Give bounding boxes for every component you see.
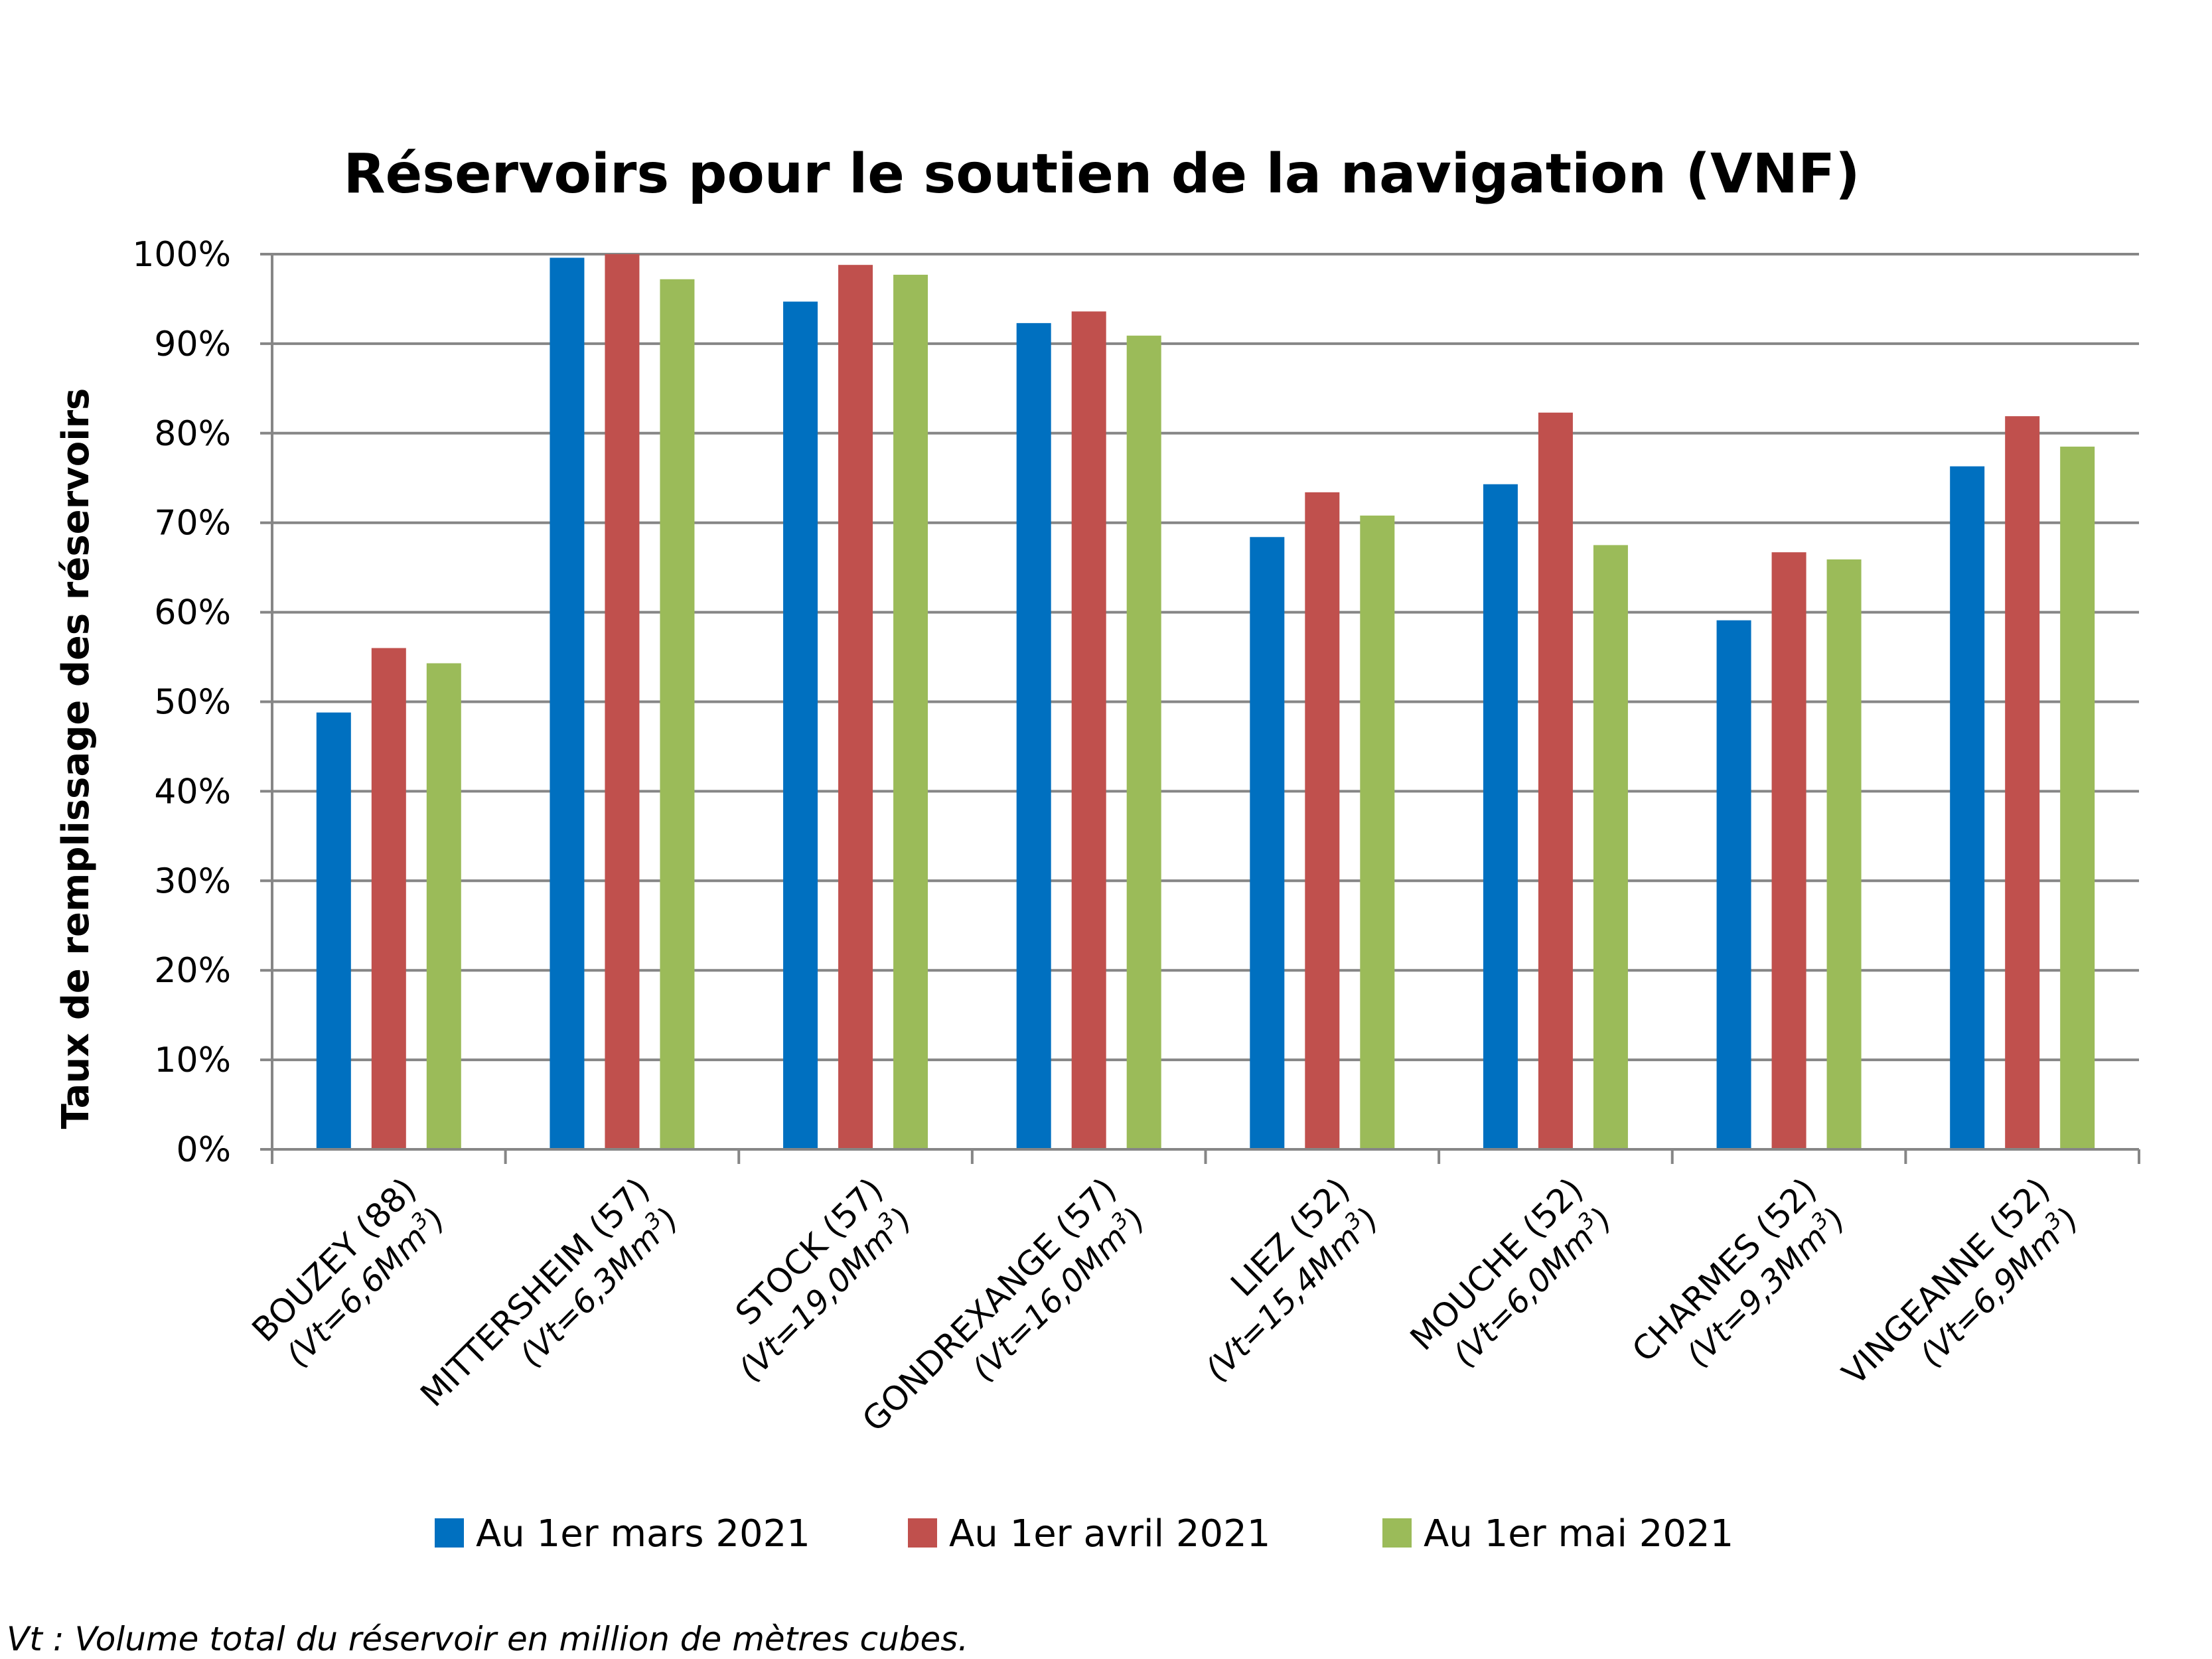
legend-label: Au 1er mai 2021 xyxy=(1424,1512,1733,1555)
y-tick-label: 20% xyxy=(154,951,231,991)
legend-item: Au 1er mars 2021 xyxy=(435,1512,810,1555)
bar-3-4 xyxy=(1126,335,1161,1149)
bar-2-1 xyxy=(371,648,406,1149)
footnote: Vt : Volume total du réservoir en millio… xyxy=(7,1620,968,1658)
y-tick-label: 60% xyxy=(154,593,231,633)
y-tick-label: 100% xyxy=(132,235,231,275)
bar-2-8 xyxy=(2005,416,2040,1150)
bar-1-6 xyxy=(1483,484,1518,1149)
legend-item: Au 1er avril 2021 xyxy=(908,1512,1270,1555)
legend-label: Au 1er mars 2021 xyxy=(476,1512,810,1555)
bar-3-8 xyxy=(2060,447,2095,1150)
bar-1-2 xyxy=(550,257,585,1149)
bar-3-3 xyxy=(893,275,928,1150)
legend-swatch xyxy=(435,1518,464,1548)
y-axis-ticks: 0% 10% 20% 30% 40% 50% 60% 70% 80% 90% 100% xyxy=(132,235,272,1170)
x-category-label: BOUZEY (88)(Vt=6,6Mm3) xyxy=(245,1171,453,1374)
bar-2-4 xyxy=(1071,311,1106,1150)
bar-3-5 xyxy=(1360,515,1395,1149)
bars xyxy=(316,254,2095,1150)
x-category-label: LIEZ (52)(Vt=15,4Mm3) xyxy=(1196,1171,1386,1389)
y-tick-label: 40% xyxy=(154,772,231,812)
y-tick-label: 50% xyxy=(154,683,231,723)
bar-1-5 xyxy=(1250,537,1285,1149)
legend-swatch xyxy=(908,1518,937,1548)
y-tick-label: 10% xyxy=(154,1041,231,1080)
bar-2-2 xyxy=(605,254,640,1149)
bar-1-7 xyxy=(1716,620,1751,1149)
bar-2-3 xyxy=(838,265,873,1149)
x-category-label: MITTERSHEIM (57)(Vt=6,3Mm3) xyxy=(413,1171,686,1415)
bar-3-7 xyxy=(1826,559,1862,1149)
legend-item: Au 1er mai 2021 xyxy=(1382,1512,1733,1555)
bar-2-6 xyxy=(1538,412,1573,1150)
y-tick-label: 70% xyxy=(154,504,231,543)
y-tick-label: 80% xyxy=(154,414,231,454)
y-axis-label: Taux de remplissage des réservoirs xyxy=(54,388,98,1129)
x-category-label: MOUCHE (52)(Vt=6,0Mm3) xyxy=(1403,1171,1619,1374)
x-category-label: CHARMES (52)(Vt=9,3Mm3) xyxy=(1625,1171,1853,1374)
bar-3-6 xyxy=(1593,545,1628,1149)
legend-swatch xyxy=(1382,1518,1412,1548)
bar-1-3 xyxy=(783,301,818,1149)
bar-3-1 xyxy=(426,663,461,1149)
bar-1-1 xyxy=(316,712,351,1149)
legend-label: Au 1er avril 2021 xyxy=(949,1512,1270,1555)
bar-2-5 xyxy=(1305,492,1340,1149)
bar-1-8 xyxy=(1950,466,1985,1149)
x-axis-labels: BOUZEY (88)(Vt=6,6Mm3)MITTERSHEIM (57)(V… xyxy=(245,1171,2087,1439)
chart-title: Réservoirs pour le soutien de la navigat… xyxy=(343,143,1860,206)
axes xyxy=(271,254,2140,1164)
legend: Au 1er mars 2021 Au 1er avril 2021 Au 1er … xyxy=(435,1512,1733,1555)
y-tick-label: 0% xyxy=(177,1130,232,1170)
bar-3-2 xyxy=(660,279,695,1150)
bar-2-7 xyxy=(1771,552,1806,1149)
y-tick-label: 30% xyxy=(154,861,231,901)
bar-1-4 xyxy=(1016,323,1051,1149)
x-category-label: VINGEANNE (52)(Vt=6,9Mm3) xyxy=(1835,1171,2087,1393)
y-tick-label: 90% xyxy=(154,325,231,364)
x-category-label: STOCK (57)(Vt=19,0Mm3) xyxy=(728,1171,919,1389)
